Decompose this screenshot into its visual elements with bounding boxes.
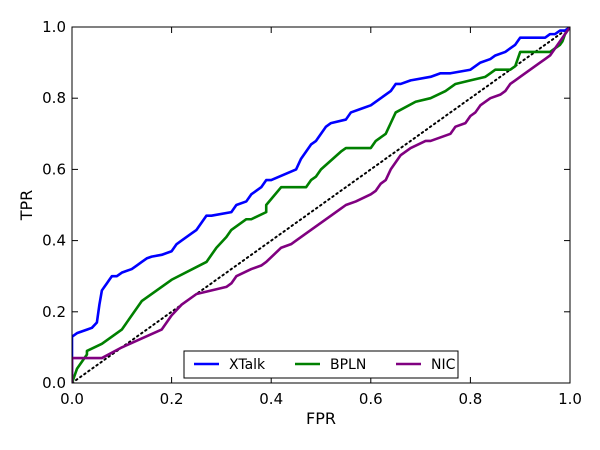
y-tick-label: 1.0 — [42, 18, 66, 36]
x-tick-label: 0.6 — [359, 390, 383, 408]
series-line-xtalk — [72, 27, 570, 383]
y-axis-label: TPR — [17, 190, 36, 222]
y-tick-label: 0.8 — [42, 89, 66, 107]
legend-label-nic: NIC — [431, 357, 456, 373]
x-tick-label: 1.0 — [558, 390, 582, 408]
legend-label-xtalk: XTalk — [229, 357, 266, 373]
series-line-bpln — [72, 27, 570, 383]
series-line-nic — [72, 27, 570, 383]
series-lines — [72, 27, 570, 383]
y-tick-label: 0.6 — [42, 160, 66, 178]
x-tick-label: 0.8 — [458, 390, 482, 408]
x-tick-label: 0.2 — [160, 390, 184, 408]
y-tick-label: 0.0 — [42, 374, 66, 392]
chance-diagonal-line — [72, 27, 570, 383]
tick-labels: 0.0 0.2 0.4 0.6 0.8 1.0 0.0 0.2 0.4 0.6 0.8 1.0 — [42, 18, 582, 408]
legend-label-bpln: BPLN — [330, 357, 366, 373]
y-tick-label: 0.2 — [42, 303, 66, 321]
plot-frame — [71, 26, 571, 384]
x-tick-label: 0.0 — [60, 390, 84, 408]
y-tick-label: 0.4 — [42, 232, 66, 250]
x-axis-label: FPR — [306, 409, 336, 428]
x-tick-label: 0.4 — [259, 390, 283, 408]
legend: XTalk BPLN NIC — [183, 350, 459, 379]
